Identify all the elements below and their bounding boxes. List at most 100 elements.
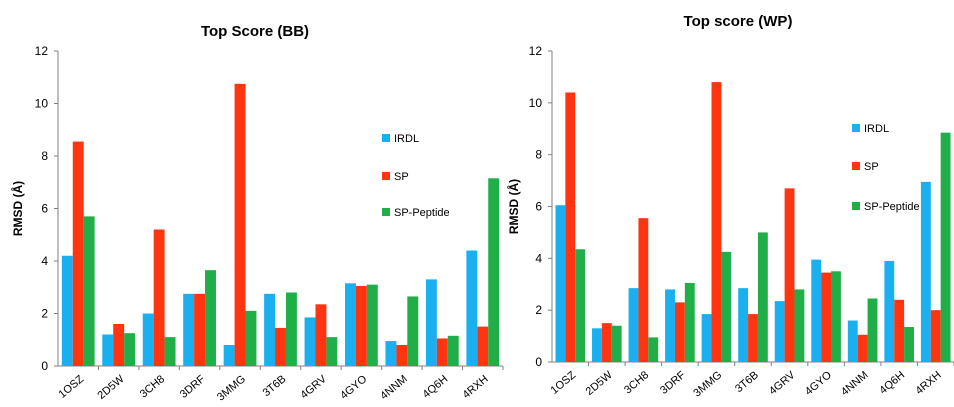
bar-sp-3mmg <box>711 82 722 362</box>
bar-irdl-3mmg <box>701 314 712 362</box>
legend-label-irdl: IRDL <box>394 133 419 145</box>
bar-irdl-3drf <box>183 293 195 366</box>
bar-sp-1osz <box>72 141 84 366</box>
bar-irdl-1osz <box>61 255 73 366</box>
category-label: 4GRV <box>767 369 798 398</box>
y-tick-label: 10 <box>35 97 49 111</box>
bar-sp-peptide-2d5w <box>124 333 136 366</box>
legend-swatch-sp <box>382 172 390 180</box>
category-label: 4RXH <box>913 369 943 397</box>
y-tick-label: 6 <box>41 202 48 216</box>
bar-irdl-1osz <box>555 205 566 362</box>
bar-sp-4nnm <box>396 345 408 366</box>
legend-label-irdl: IRDL <box>864 123 889 135</box>
bar-sp-4rxh <box>930 310 941 362</box>
bar-sp-3drf <box>194 293 206 366</box>
y-tick-label: 8 <box>41 149 48 163</box>
bar-sp-4rxh <box>477 326 489 366</box>
chart-title: Top Score (BB) <box>201 23 309 40</box>
bar-sp-4q6h <box>436 338 448 366</box>
bar-sp-2d5w <box>113 324 125 366</box>
bar-sp-peptide-4grv <box>794 289 805 362</box>
y-axis-label: RMSD (Å) <box>506 179 521 234</box>
category-label: 4GYO <box>338 373 369 402</box>
y-tick-label: 0 <box>535 355 542 369</box>
bar-irdl-4gyo <box>345 283 356 366</box>
category-label: 4NNM <box>839 369 871 398</box>
bar-sp-1osz <box>565 92 576 362</box>
bar-sp-peptide-1osz <box>575 249 586 362</box>
bar-sp-peptide-3mmg <box>245 310 257 366</box>
bar-irdl-4gyo <box>811 259 822 362</box>
category-label: 3MMG <box>215 373 248 403</box>
bar-irdl-3mmg <box>223 345 235 366</box>
legend-label-sp: SP <box>394 171 409 183</box>
category-label: 3T6B <box>261 373 289 399</box>
bar-sp-4q6h <box>894 299 905 362</box>
category-label: 3DRF <box>658 369 688 397</box>
bar-sp-peptide-4q6h <box>447 335 459 366</box>
legend-swatch-sp <box>852 162 860 170</box>
bar-sp-4gyo <box>355 285 367 366</box>
legend-swatch-sp-peptide <box>382 208 390 216</box>
bar-sp-peptide-3mmg <box>721 251 732 362</box>
bar-sp-2d5w <box>601 323 612 362</box>
bar-sp-3drf <box>674 302 685 362</box>
bar-sp-3mmg <box>234 83 246 366</box>
bar-irdl-4nnm <box>385 341 397 366</box>
bar-sp-peptide-3ch8 <box>648 337 659 362</box>
legend-swatch-sp-peptide <box>852 202 860 210</box>
bar-irdl-4q6h <box>884 260 895 362</box>
category-label: 1OSZ <box>56 373 86 401</box>
chart-1: Top Score (BB) RMSD (Å) 0 2 4 6 8 10 12 1OSZ 2D5W 3… <box>10 23 504 404</box>
bar-sp-peptide-4gyo <box>366 284 378 366</box>
bar-sp-peptide-3drf <box>684 282 695 362</box>
bar-sp-peptide-4nnm <box>867 298 878 362</box>
bar-irdl-4grv <box>304 317 316 366</box>
legend-label-sp-peptide: SP-Peptide <box>394 207 450 219</box>
bar-sp-3t6b <box>748 314 758 362</box>
bar-sp-4nnm <box>857 334 868 362</box>
bar-sp-peptide-3ch8 <box>164 337 176 366</box>
category-label: 4RXH <box>461 373 491 401</box>
bar-sp-4gyo <box>821 272 832 362</box>
category-label: 2D5W <box>584 369 616 398</box>
bar-irdl-3ch8 <box>142 313 154 366</box>
bar-sp-4grv <box>784 188 795 362</box>
bar-irdl-2d5w <box>102 334 114 366</box>
category-label: 1OSZ <box>548 369 578 397</box>
bar-irdl-4grv <box>774 301 785 362</box>
bar-irdl-4nnm <box>847 320 858 362</box>
legend-label-sp: SP <box>864 161 879 173</box>
category-label: 4Q6H <box>877 369 907 397</box>
bar-sp-peptide-1osz <box>83 216 95 366</box>
bar-sp-3ch8 <box>153 229 165 366</box>
y-tick-label: 10 <box>529 96 543 110</box>
bar-sp-peptide-4gyo <box>831 271 841 362</box>
category-label: 4NNM <box>378 373 410 402</box>
y-tick-label: 12 <box>529 44 543 58</box>
bar-sp-3ch8 <box>638 218 649 362</box>
category-label: 4Q6H <box>421 373 451 401</box>
legend-swatch-irdl <box>852 124 860 132</box>
y-tick-label: 2 <box>535 303 542 317</box>
category-label: 2D5W <box>95 373 127 402</box>
bar-irdl-3t6b <box>264 293 276 366</box>
category-label: 3CH8 <box>138 373 167 400</box>
category-label: 4GRV <box>298 373 329 402</box>
bar-sp-peptide-2d5w <box>611 325 622 362</box>
y-axis-label: RMSD (Å) <box>10 181 25 236</box>
bar-irdl-4q6h <box>425 279 437 366</box>
bar-irdl-3t6b <box>738 288 749 362</box>
category-label: 4GYO <box>803 369 834 398</box>
y-tick-label: 4 <box>535 251 542 265</box>
bar-sp-peptide-4nnm <box>407 296 419 366</box>
y-tick-label: 4 <box>41 254 48 268</box>
bar-irdl-3ch8 <box>628 288 639 362</box>
bar-sp-4grv <box>315 304 327 366</box>
bar-sp-peptide-3t6b <box>757 232 768 362</box>
bar-sp-peptide-4grv <box>326 337 338 366</box>
bar-irdl-3drf <box>665 289 675 362</box>
